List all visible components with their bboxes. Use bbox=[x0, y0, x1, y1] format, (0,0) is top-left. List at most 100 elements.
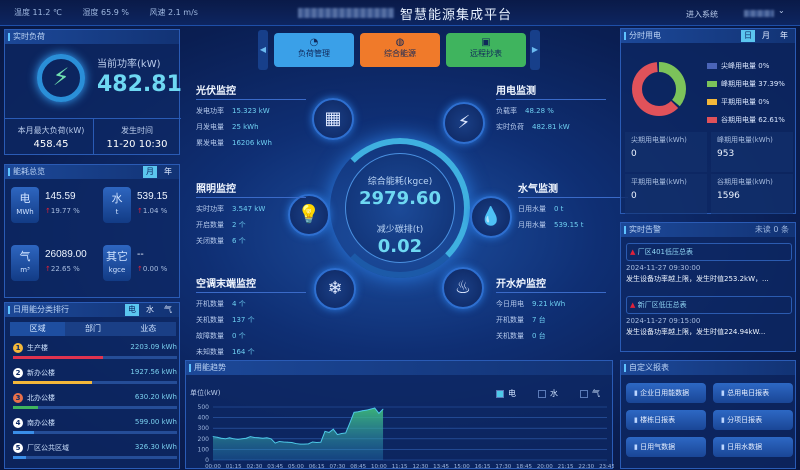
tab-year[interactable]: 年 bbox=[780, 31, 788, 40]
lightning-icon[interactable]: ⚡ bbox=[443, 102, 485, 144]
button-label: 远程抄表 bbox=[470, 49, 502, 58]
ranking-item[interactable]: 1 生产楼 2203.09 kWh bbox=[13, 343, 177, 359]
report-button[interactable]: 分项日报表 bbox=[713, 410, 793, 430]
water-boiler-icon[interactable]: ♨ bbox=[442, 267, 484, 309]
section-title: 空调末端监控 bbox=[196, 275, 306, 293]
tab-water[interactable]: 水 bbox=[146, 305, 154, 314]
alert-item[interactable]: ▲ 新厂区低压总表 2024-11-27 09:15:00 发生设备功率越上限，发生… bbox=[626, 296, 792, 337]
divider bbox=[93, 118, 94, 155]
enter-system-link[interactable]: 进入系统 bbox=[686, 10, 718, 19]
page-title: 智慧能源集成平台 bbox=[400, 8, 513, 23]
chart-legend-item[interactable]: 水 bbox=[538, 388, 558, 399]
section-title: 光伏监控 bbox=[196, 82, 306, 100]
data-point bbox=[237, 438, 239, 440]
air-conditioner-icon[interactable]: ❄ bbox=[314, 268, 356, 310]
nav-prev-arrow[interactable]: ◀ bbox=[258, 30, 268, 70]
remote-meter-button[interactable]: ▣ 远程抄表 bbox=[446, 33, 526, 67]
subtab-region[interactable]: 区域 bbox=[10, 322, 66, 336]
x-tick-label: 11:15 bbox=[392, 464, 408, 470]
data-point bbox=[341, 433, 342, 434]
total-energy-value: 2979.60 bbox=[359, 188, 441, 209]
chevron-down-icon[interactable]: ⌄ bbox=[778, 6, 785, 15]
data-point bbox=[299, 443, 301, 445]
y-tick-label: 100 bbox=[198, 446, 210, 453]
report-button[interactable]: 日用水数据 bbox=[713, 437, 793, 457]
subtab-business[interactable]: 业态 bbox=[140, 324, 157, 333]
power-monitor-section[interactable]: 用电监测 负载率 48.28 % 实时负荷 482.81 kW bbox=[496, 82, 606, 132]
humidity: 湿度 65.9 % bbox=[82, 8, 129, 17]
tab-month[interactable]: 月 bbox=[143, 166, 157, 178]
alert-item[interactable]: ▲ 厂区401低压总表 2024-11-27 09:30:00 发生设备功率越上限，… bbox=[626, 243, 792, 284]
tab-gas[interactable]: 气 bbox=[164, 305, 172, 314]
light-monitor-section[interactable]: 照明监控 实时功率 3.547 kW 开启数量 2 个关闭数量 6 个 bbox=[196, 180, 306, 246]
metric-row: 未知数量 164 个 bbox=[196, 348, 255, 356]
data-point bbox=[316, 442, 318, 443]
chart-legend-item[interactable]: 气 bbox=[580, 388, 600, 399]
panel-title: 实时告警 bbox=[629, 225, 661, 234]
overview-card[interactable]: 气 m³ bbox=[11, 245, 39, 281]
section-title: 开水炉监控 bbox=[496, 275, 606, 293]
data-point bbox=[225, 438, 226, 440]
load-management-button[interactable]: ◔ 负荷管理 bbox=[274, 33, 354, 67]
pv-monitor-section[interactable]: 光伏监控 发电功率 15.323 kW 月发电量 25 kWh 累发电量 16206 kWh bbox=[196, 82, 306, 148]
ranking-bar bbox=[13, 356, 177, 359]
water-drop-icon[interactable]: 💧 bbox=[470, 196, 512, 238]
chart-legend-item[interactable]: 电 bbox=[496, 388, 516, 399]
x-tick-label: 05:00 bbox=[288, 464, 304, 470]
y-tick-label: 500 bbox=[198, 404, 210, 411]
data-point bbox=[370, 408, 371, 410]
x-tick-label: 15:00 bbox=[454, 464, 470, 470]
report-button[interactable]: 总用电日报表 bbox=[713, 383, 793, 403]
tab-year[interactable]: 年 bbox=[164, 167, 172, 176]
ranking-item[interactable]: 4 南办公楼 599.00 kWh bbox=[13, 418, 177, 434]
report-button[interactable]: 日用气数据 bbox=[626, 437, 706, 457]
ranking-item[interactable]: 5 厂区公共区域 326.30 kWh bbox=[13, 443, 177, 459]
ranking-bar bbox=[13, 431, 177, 434]
overview-value: 26089.00 bbox=[45, 249, 87, 260]
report-button[interactable]: 企业日用能数据 bbox=[626, 383, 706, 403]
light-bulb-icon[interactable]: 💡 bbox=[288, 194, 330, 236]
data-point bbox=[262, 437, 264, 439]
report-button[interactable]: 楼栋日报表 bbox=[626, 410, 706, 430]
ranking-value: 2203.09 kWh bbox=[130, 343, 177, 351]
section-title: 用电监测 bbox=[496, 82, 606, 100]
integrated-energy-button[interactable]: ◍ 综合能源 bbox=[360, 33, 440, 67]
tab-month[interactable]: 月 bbox=[762, 31, 770, 40]
boiler-monitor-section[interactable]: 开水炉监控 今日用电 9.21 kWh 开机数量 7 台关机数量 0 台 bbox=[496, 275, 606, 341]
ranking-bar-fill bbox=[13, 431, 35, 434]
data-point bbox=[332, 428, 334, 430]
overview-card[interactable]: 电 MWh bbox=[11, 187, 39, 223]
ranking-bar-fill bbox=[13, 356, 104, 359]
ranking-name: 生产楼 bbox=[27, 344, 48, 352]
realtime-alerts-panel: 实时告警 未读 0 条 ▲ 厂区401低压总表 2024-11-27 09:30:… bbox=[620, 222, 796, 352]
ac-monitor-section[interactable]: 空调末端监控 开机数量 4 个关机数量 137 个故障数量 0 个未知数量 164 个 bbox=[196, 275, 306, 357]
x-tick-label: 07:30 bbox=[329, 464, 345, 470]
arrow-up-icon: ↑ bbox=[137, 207, 143, 215]
x-tick-label: 18:45 bbox=[516, 464, 532, 470]
legend-item: 尖峰用电量 0% bbox=[707, 61, 785, 71]
data-point bbox=[266, 437, 268, 439]
subtab-department[interactable]: 部门 bbox=[84, 324, 101, 333]
ranking-value: 1927.56 kWh bbox=[130, 368, 177, 376]
tab-electric[interactable]: 电 bbox=[125, 304, 139, 316]
ranking-item[interactable]: 3 北办公楼 630.20 kWh bbox=[13, 393, 177, 409]
data-point bbox=[220, 437, 222, 439]
ranking-value: 630.20 kWh bbox=[134, 393, 177, 401]
y-tick-label: 0 bbox=[205, 457, 209, 464]
legend-checkbox bbox=[580, 389, 588, 398]
ranking-item[interactable]: 2 新办公楼 1927.56 kWh bbox=[13, 368, 177, 384]
user-name[interactable] bbox=[744, 10, 774, 17]
metric-row: 累发电量 16206 kWh bbox=[196, 139, 272, 147]
water-monitor-section[interactable]: 水气监测 日用水量 0 t 月用水量 539.15 t bbox=[518, 180, 628, 230]
metric-row: 实时功率 3.547 kW bbox=[196, 205, 266, 213]
data-point bbox=[324, 430, 326, 432]
overview-card[interactable]: 其它 kgce bbox=[103, 245, 131, 281]
solar-panel-icon[interactable]: ▦ bbox=[312, 98, 354, 140]
ranking-value: 599.00 kWh bbox=[134, 418, 177, 426]
trend-chart: 0 100 200 300 400 500 00:00 01:15 02:30 03:45 05:0… bbox=[198, 404, 614, 470]
rank-badge-icon: 2 bbox=[13, 368, 23, 378]
nav-next-arrow[interactable]: ▶ bbox=[530, 30, 540, 70]
tab-day[interactable]: 日 bbox=[741, 30, 755, 42]
